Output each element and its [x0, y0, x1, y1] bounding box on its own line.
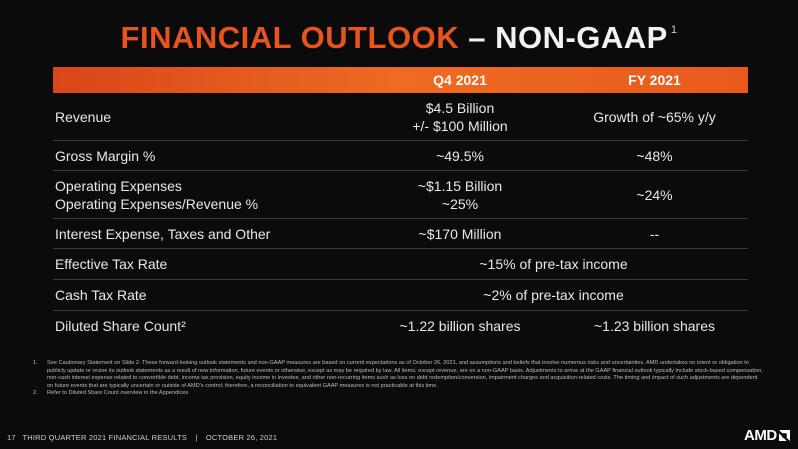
row-fy-value: ~48% [561, 140, 748, 171]
footnotes: 1. See Cautionary Statement on Slide 2. … [33, 360, 763, 398]
row-q4-value: ~49.5% [359, 140, 561, 171]
row-q4-value: ~1.22 billion shares [399, 318, 521, 334]
page-number: 17 [7, 433, 16, 442]
amd-arrow-icon [778, 430, 790, 441]
deck-title: THIRD QUARTER 2021 FINANCIAL RESULTS [22, 433, 188, 442]
row-q4-value: ~$1.15 Billion ~25% [359, 170, 561, 219]
title-footnote-ref: 1 [670, 24, 678, 36]
footnote-text: See Cautionary Statement on Slide 2. The… [47, 360, 763, 389]
row-label: Revenue [53, 93, 359, 141]
table-row-diluted-share-count: Diluted Share Count² ~1.22 billion share… [53, 311, 748, 342]
header-fy-2021: FY 2021 [628, 72, 681, 88]
row-label: Gross Margin % [53, 140, 359, 171]
footer-separator: | [195, 433, 198, 442]
row-fy-value: ~1.23 billion shares [593, 318, 716, 334]
row-q4-value: ~$170 Million [359, 218, 561, 249]
row-label: Cash Tax Rate [53, 279, 359, 311]
header-q4-2021: Q4 2021 [433, 72, 487, 88]
row-span-value: ~15% of pre-tax income [359, 248, 748, 280]
outlook-table: Q4 2021 FY 2021 Revenue $4.5 Billion +/-… [53, 67, 748, 341]
amd-logo: AMD [744, 427, 790, 444]
row-label: Effective Tax Rate [53, 248, 359, 280]
footnote: 2. Refer to Diluted Share Count overview… [33, 390, 763, 398]
footnote-text: Refer to Diluted Share Count overview in… [47, 390, 189, 397]
table-row-effective-tax-rate: Effective Tax Rate ~15% of pre-tax incom… [53, 248, 748, 280]
slide-footer: 17 THIRD QUARTER 2021 FINANCIAL RESULTS … [7, 433, 277, 442]
table-row-revenue: Revenue $4.5 Billion +/- $100 Million Gr… [53, 93, 748, 141]
row-fy-value: ~24% [561, 170, 748, 219]
logo-text: AMD [744, 427, 777, 444]
row-label: Diluted Share Count² [55, 318, 186, 334]
footnote-number: 1. [33, 360, 38, 366]
table-row-interest-expense: Interest Expense, Taxes and Other ~$170 … [53, 218, 748, 249]
footnote-number: 2. [33, 390, 38, 397]
row-q4-value: $4.5 Billion +/- $100 Million [359, 93, 561, 141]
footnote: 1. See Cautionary Statement on Slide 2. … [33, 360, 763, 390]
row-span-value: ~2% of pre-tax income [359, 279, 748, 311]
table-row-cash-tax-rate: Cash Tax Rate ~2% of pre-tax income [53, 279, 748, 311]
title-rest: – NON-GAAP [468, 20, 668, 55]
row-fy-value: -- [561, 218, 748, 249]
slide-title: FINANCIAL OUTLOOK – NON-GAAP 1 [0, 20, 798, 56]
row-label: Operating Expenses Operating Expenses/Re… [53, 170, 359, 219]
row-label: Interest Expense, Taxes and Other [53, 218, 359, 249]
table-header-row: Q4 2021 FY 2021 [53, 67, 748, 93]
title-accent: FINANCIAL OUTLOOK [120, 20, 460, 55]
row-fy-value: Growth of ~65% y/y [561, 93, 748, 141]
table-row-gross-margin: Gross Margin % ~49.5% ~48% [53, 140, 748, 171]
table-row-operating-expenses: Operating Expenses Operating Expenses/Re… [53, 170, 748, 219]
header-label [53, 67, 359, 93]
deck-date: OCTOBER 26, 2021 [205, 433, 278, 442]
